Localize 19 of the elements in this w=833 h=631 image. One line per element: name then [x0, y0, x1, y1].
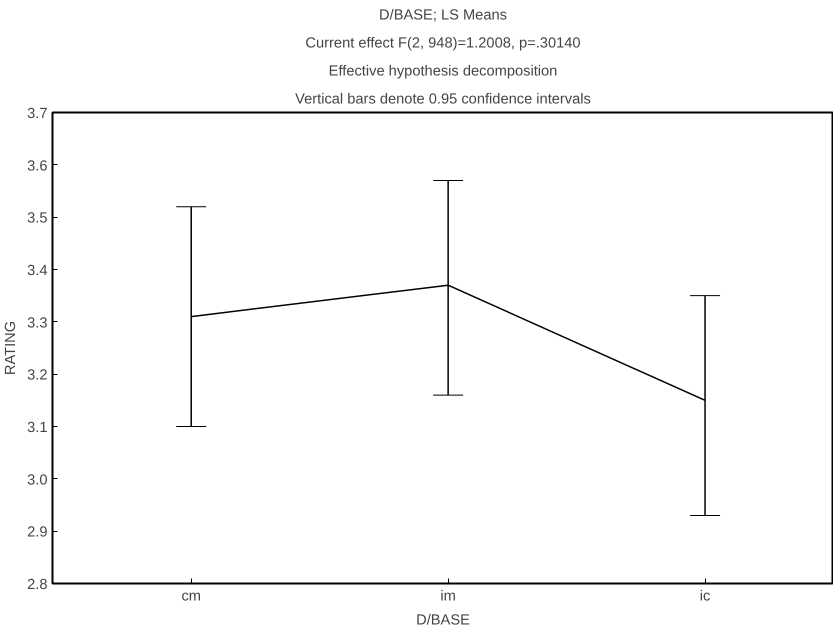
y-tick-label: 3.5 — [27, 210, 48, 227]
y-tick-label: 3.4 — [27, 263, 48, 279]
y-tick-label: 3.0 — [27, 472, 48, 488]
x-tick-label: im — [440, 588, 456, 604]
chart-title: D/BASE; LS Means — [379, 8, 507, 24]
y-tick-label: 3.7 — [27, 106, 48, 122]
y-axis-title: RATING — [3, 320, 20, 376]
x-tick-label: ic — [700, 588, 710, 604]
text: Effective hypothesis decomposition — [328, 64, 558, 80]
chart-subtitle: Current effect F(2, 948)=1.2008, p=.30140 — [305, 36, 581, 52]
y-tick-label: 3.2 — [27, 368, 48, 384]
text: Vertical bars denote 0.95 confidence intervals — [295, 92, 591, 108]
y-tick-label: 3.3 — [27, 315, 48, 332]
x-tick-label: cm — [181, 588, 202, 604]
y-tick-label: 2.9 — [27, 524, 48, 541]
y-tick-label: 3.6 — [27, 158, 48, 174]
x-axis-title: D/BASE — [416, 612, 470, 628]
y-tick-label: 2.8 — [27, 577, 48, 593]
y-tick-label: 3.1 — [27, 420, 48, 436]
